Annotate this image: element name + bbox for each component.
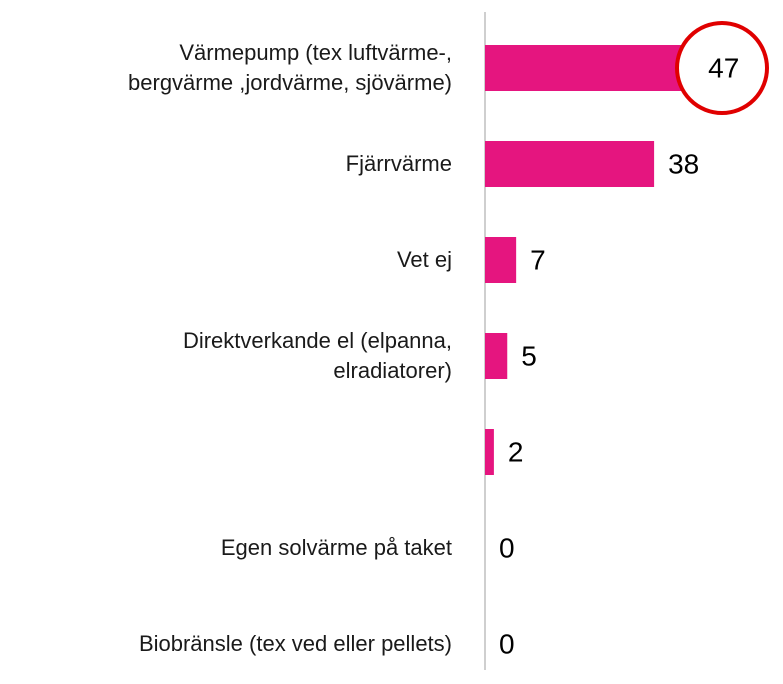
value-label: 47 [708, 52, 739, 83]
value-label: 0 [499, 532, 515, 563]
category-label: Värmepump (tex luftvärme-, bergvärme ,jo… [128, 40, 452, 95]
value-label: 0 [499, 628, 515, 659]
bar [485, 45, 695, 91]
value-label: 38 [668, 148, 699, 179]
bar [485, 237, 517, 283]
category-label: Vet ej [396, 247, 452, 272]
value-label: 5 [521, 340, 537, 371]
value-label: 7 [530, 244, 546, 275]
bar [485, 141, 655, 187]
category-label: Fjärrvärme [345, 151, 452, 176]
value-label: 2 [508, 436, 524, 467]
bar [485, 429, 494, 475]
highlight-circle [675, 21, 769, 115]
category-label: Biobränsle (tex ved eller pellets) [138, 631, 452, 656]
category-label: Direktverkande el (elpanna, elradiatorer… [182, 328, 452, 383]
bar [485, 333, 508, 379]
category-label: Egen solvärme på taket [220, 535, 452, 560]
